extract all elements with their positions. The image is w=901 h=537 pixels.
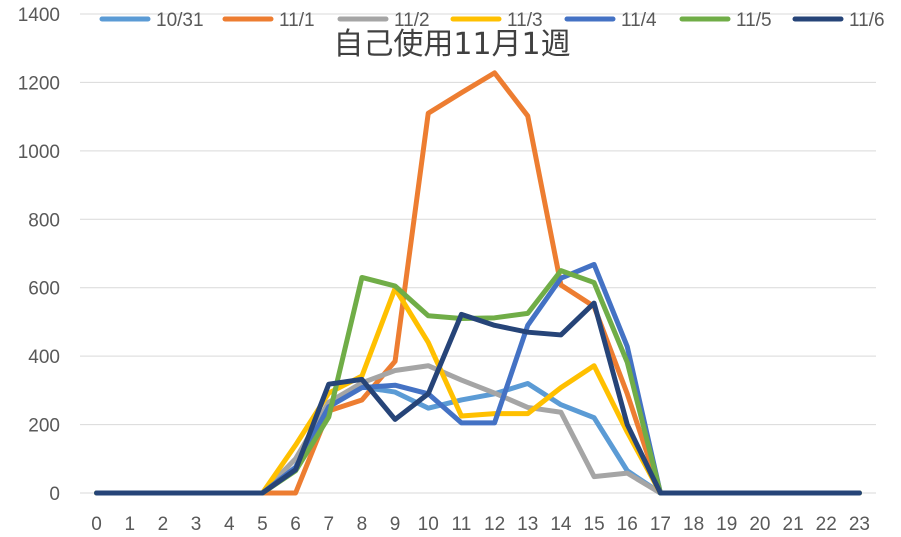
legend-item: 10/31 — [99, 10, 204, 31]
x-tick-label: 22 — [816, 514, 837, 535]
x-tick-label: 13 — [517, 514, 538, 535]
legend-label: 10/31 — [156, 10, 204, 31]
x-tick-label: 10 — [418, 514, 439, 535]
x-tick-label: 18 — [683, 514, 704, 535]
x-tick-label: 3 — [191, 514, 202, 535]
legend-item: 11/3 — [450, 10, 543, 31]
legend-label: 11/1 — [279, 10, 315, 31]
series-line-6 — [94, 300, 862, 496]
x-tick-label: 16 — [617, 514, 638, 535]
x-tick-label: 9 — [390, 514, 401, 535]
chart-title: 自己使用11月1週 — [333, 27, 570, 62]
legend-label: 11/2 — [394, 10, 430, 31]
x-tick-label: 7 — [323, 514, 334, 535]
x-tick-label: 17 — [650, 514, 671, 535]
x-tick-label: 15 — [584, 514, 605, 535]
y-tick-label: 800 — [28, 210, 60, 231]
y-tick-label: 400 — [28, 347, 60, 368]
x-tick-label: 8 — [357, 514, 368, 535]
y-axis-tick-labels: 0 200 400 600 800 1000 1200 1400 — [18, 5, 60, 505]
x-tick-label: 19 — [716, 514, 737, 535]
x-tick-label: 6 — [290, 514, 301, 535]
x-tick-label: 5 — [257, 514, 268, 535]
y-tick-label: 600 — [28, 279, 60, 300]
legend: 10/31 11/1 11/2 11/3 11/4 11/5 11/6 — [99, 10, 885, 31]
legend-item: 11/6 — [792, 10, 885, 31]
legend-item: 11/1 — [222, 10, 315, 31]
legend-label: 11/5 — [736, 10, 772, 31]
x-tick-label: 0 — [91, 514, 102, 535]
x-tick-label: 1 — [124, 514, 135, 535]
x-tick-label: 2 — [158, 514, 169, 535]
x-tick-label: 4 — [224, 514, 235, 535]
y-tick-label: 1400 — [18, 5, 60, 26]
legend-label: 11/3 — [507, 10, 543, 31]
legend-item: 11/4 — [564, 10, 657, 31]
legend-item: 11/2 — [337, 10, 430, 31]
series-lines — [94, 70, 862, 496]
gridlines — [80, 13, 876, 494]
x-axis-tick-labels: 0 1 2 3 4 5 6 7 8 9 10 11 12 13 14 15 16 17 18 19 20 21 22 23 — [91, 514, 870, 535]
x-tick-label: 20 — [749, 514, 770, 535]
legend-label: 11/6 — [849, 10, 885, 31]
x-tick-label: 23 — [849, 514, 870, 535]
x-tick-label: 21 — [783, 514, 804, 535]
x-tick-label: 14 — [550, 514, 572, 535]
y-tick-label: 0 — [49, 484, 60, 505]
legend-label: 11/4 — [621, 10, 657, 31]
legend-item: 11/5 — [679, 10, 772, 31]
x-tick-label: 12 — [484, 514, 505, 535]
y-tick-label: 1000 — [18, 142, 60, 163]
y-tick-label: 200 — [28, 416, 60, 437]
y-tick-label: 1200 — [18, 73, 60, 94]
x-tick-label: 11 — [452, 514, 472, 535]
